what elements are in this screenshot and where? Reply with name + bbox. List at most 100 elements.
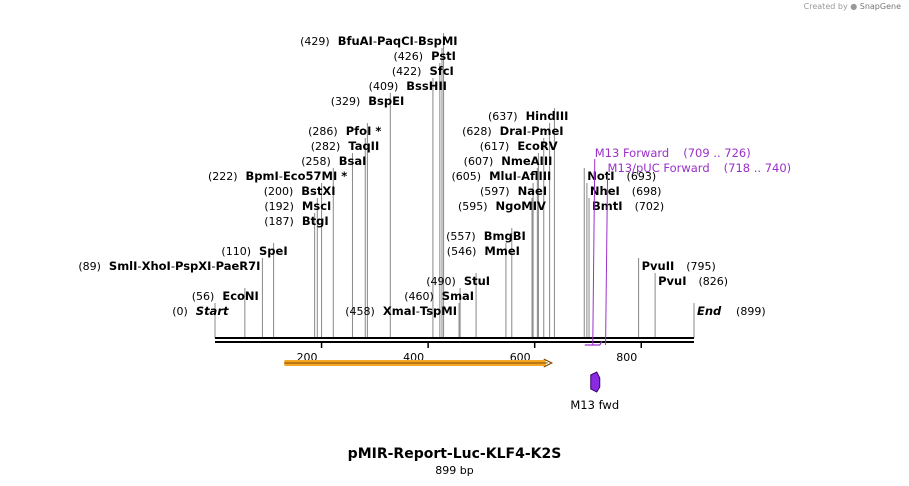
site-name-pvui: PvuI	[658, 274, 686, 288]
site-label-pfoi[interactable]: (286) PfoI *	[308, 124, 381, 138]
site-label-smli[interactable]: (89) SmlI - XhoI - PspXI - PaeR7I	[78, 259, 260, 273]
site-name-paer7i: PaeR7I	[216, 259, 261, 273]
site-label-stui[interactable]: (490) StuI	[426, 274, 490, 288]
site-label-smai[interactable]: (460) SmaI	[404, 289, 474, 303]
site-position: (597)	[480, 185, 510, 198]
site-label-bpmi[interactable]: (222) BpmI - Eco57MI *	[208, 169, 347, 183]
site-label-bstxi[interactable]: (200) BstXI	[264, 184, 336, 198]
site-label-end[interactable]: End (899)	[697, 304, 766, 318]
primer-range: (709 .. 726)	[683, 146, 751, 160]
site-position: (637)	[488, 110, 518, 123]
site-label-psti[interactable]: (426) PstI	[394, 49, 456, 63]
primer-name: M13 Forward	[595, 146, 669, 160]
site-label-naei[interactable]: (597) NaeI	[480, 184, 547, 198]
site-separator: -	[527, 124, 531, 138]
site-label-pvuii[interactable]: PvuII (795)	[642, 259, 716, 273]
site-position: (56)	[192, 290, 215, 303]
site-label-xmai[interactable]: (458) XmaI - TspMI	[345, 304, 457, 318]
snapgene-logo-icon: ●	[850, 2, 858, 11]
primer-arrow	[584, 340, 603, 346]
site-position: (200)	[264, 185, 294, 198]
site-name-naei: NaeI	[518, 184, 547, 198]
site-name-pmei: PmeI	[531, 124, 564, 138]
features: M13 fwd	[284, 358, 619, 412]
feature-orf[interactable]	[284, 358, 554, 368]
site-label-btgi[interactable]: (187) BtgI	[264, 214, 328, 228]
site-name-nhei: NheI	[590, 184, 620, 198]
site-label-spei[interactable]: (110) SpeI	[221, 244, 287, 258]
site-label-bmgbi[interactable]: (557) BmgBI	[446, 229, 526, 243]
site-name-bpmi: BpmI	[246, 169, 279, 183]
site-position: (0)	[172, 305, 188, 318]
snapgene-credit: Created by ● SnapGene	[804, 2, 901, 11]
site-name-paqci: PaqCI	[377, 34, 414, 48]
site-position: (702)	[635, 200, 665, 213]
site-separator: -	[171, 259, 175, 273]
site-position: (795)	[686, 260, 716, 273]
site-separator: -	[279, 169, 283, 183]
site-name-xmai: XmaI	[383, 304, 416, 318]
site-position: (192)	[264, 200, 294, 213]
feature-m13-fwd[interactable]: M13 fwd	[570, 371, 619, 412]
site-name-pvuii: PvuII	[642, 259, 675, 273]
site-name-drai: DraI	[500, 124, 527, 138]
ruler-label-800: 800	[616, 351, 637, 364]
site-label-drai[interactable]: (628) DraI - PmeI	[462, 124, 564, 138]
site-position: (422)	[392, 65, 422, 78]
ruler: 200 400 600 800	[297, 342, 643, 364]
site-label-ecorv[interactable]: (617) EcoRV	[480, 139, 558, 153]
site-label-nmeaiii[interactable]: (607) NmeAIII	[464, 154, 553, 168]
site-position: (899)	[736, 305, 766, 318]
site-label-taqii[interactable]: (282) TaqII	[311, 139, 380, 153]
site-lines	[214, 33, 695, 338]
site-separator: -	[416, 304, 420, 318]
site-label-nhei[interactable]: NheI (698)	[590, 184, 661, 198]
site-position: (89)	[78, 260, 101, 273]
site-label-bsai[interactable]: (258) BsaI	[301, 154, 366, 168]
primer-range: (718 .. 740)	[724, 161, 792, 175]
site-label-bspei[interactable]: (329) BspEI	[331, 94, 405, 108]
primer-leader	[592, 158, 596, 346]
site-label-hindiii[interactable]: (637) HindIII	[488, 109, 568, 123]
site-name-eco57mi: Eco57MI *	[283, 169, 347, 183]
site-label-sfci[interactable]: (422) SfcI	[392, 64, 454, 78]
site-labels: (0) Start(56) EcoNI (89) SmlI - XhoI - PspXI…	[78, 34, 765, 318]
site-name-xhoi: XhoI	[142, 259, 171, 273]
site-position: (557)	[446, 230, 476, 243]
site-position: (698)	[632, 185, 662, 198]
backbone	[215, 337, 694, 343]
site-name-bspei: BspEI	[368, 94, 404, 108]
site-label-mmei[interactable]: (546) MmeI	[447, 244, 520, 258]
site-label-bfuai[interactable]: (429) BfuAI - PaqCI - BspMI	[300, 34, 457, 48]
site-name-bmgbi: BmgBI	[484, 229, 526, 243]
primer-m13-puc-forward[interactable]: M13/pUC Forward (718 .. 740)	[605, 161, 792, 346]
site-separator: -	[211, 259, 215, 273]
site-label-msci[interactable]: (192) MscI	[264, 199, 331, 213]
site-separator: -	[137, 259, 141, 273]
site-name-afliii: AflIII	[521, 169, 551, 183]
site-name-pfoi: PfoI *	[346, 124, 382, 138]
site-label-start[interactable]: (0) Start	[172, 304, 229, 318]
site-label-bsshii[interactable]: (409) BssHII	[369, 79, 447, 93]
site-name-bsshii: BssHII	[406, 79, 447, 93]
site-position: (286)	[308, 125, 338, 138]
site-position: (329)	[331, 95, 361, 108]
site-label-bmti[interactable]: BmtI (702)	[592, 199, 664, 213]
site-position: (426)	[394, 50, 424, 63]
site-position: (409)	[369, 80, 399, 93]
site-label-ngomiv[interactable]: (595) NgoMIV	[458, 199, 546, 213]
site-name-pspxi: PspXI	[175, 259, 211, 273]
site-name-econi: EcoNI	[222, 289, 258, 303]
primer-leader	[605, 173, 609, 346]
site-label-mlui[interactable]: (605) MluI - AflIII	[451, 169, 551, 183]
feature-marker-icon	[590, 371, 601, 393]
primer-m13-forward[interactable]: M13 Forward (709 .. 726)	[584, 146, 751, 346]
site-position: (605)	[451, 170, 481, 183]
credit-prefix: Created by	[803, 2, 848, 11]
site-position: (693)	[627, 170, 657, 183]
site-position: (187)	[264, 215, 294, 228]
site-name-smli: SmlI	[109, 259, 138, 273]
site-position: (222)	[208, 170, 238, 183]
site-label-econi[interactable]: (56) EcoNI	[192, 289, 259, 303]
site-label-pvui[interactable]: PvuI (826)	[658, 274, 728, 288]
